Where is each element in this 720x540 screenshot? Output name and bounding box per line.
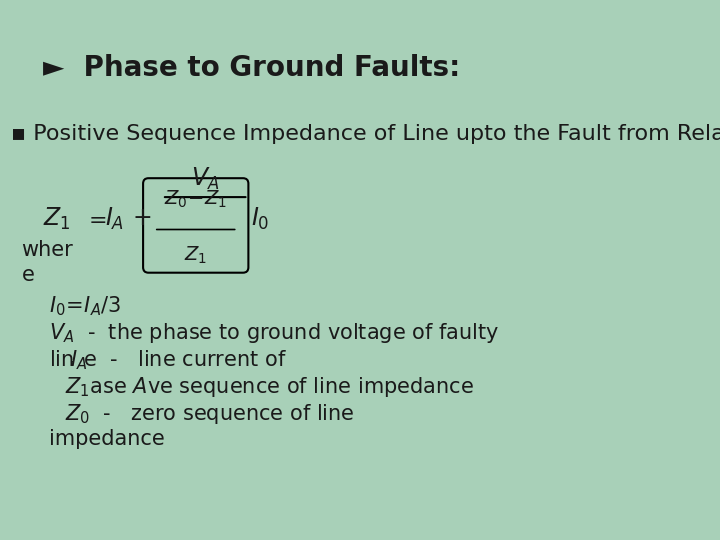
Text: $I_A$: $I_A$ [105, 206, 125, 232]
Text: $I_0$: $I_0$ [251, 206, 269, 232]
Text: $Z_0\!-\!Z_1$: $Z_0\!-\!Z_1$ [163, 189, 227, 211]
Text: $Z_0$  -   zero sequence of line: $Z_0$ - zero sequence of line [65, 402, 354, 426]
Text: wher: wher [22, 240, 73, 260]
Text: $Z_1$: $Z_1$ [184, 244, 207, 266]
Text: e: e [22, 265, 35, 285]
Text: ►  Phase to Ground Faults:: ► Phase to Ground Faults: [43, 54, 461, 82]
Text: $V_A$: $V_A$ [191, 165, 220, 192]
Text: $Z_1$: $Z_1$ [43, 206, 71, 232]
Text: $I_0\!=\!I_A/3$: $I_0\!=\!I_A/3$ [48, 294, 121, 318]
Text: lin$\!I_A\!$e  -   line current of: lin$\!I_A\!$e - line current of [48, 348, 287, 372]
Text: ▪ Positive Sequence Impedance of Line upto the Fault from Relay: ▪ Positive Sequence Impedance of Line up… [11, 124, 720, 144]
Text: impedance: impedance [48, 429, 164, 449]
Text: $+$: $+$ [132, 207, 151, 230]
Text: $=$: $=$ [84, 208, 107, 230]
Text: $V_A$  -  the phase to ground voltage of faulty: $V_A$ - the phase to ground voltage of f… [48, 321, 499, 345]
Text: $Z_1$ase $A$ve sequence of line impedance: $Z_1$ase $A$ve sequence of line impedanc… [65, 375, 474, 399]
